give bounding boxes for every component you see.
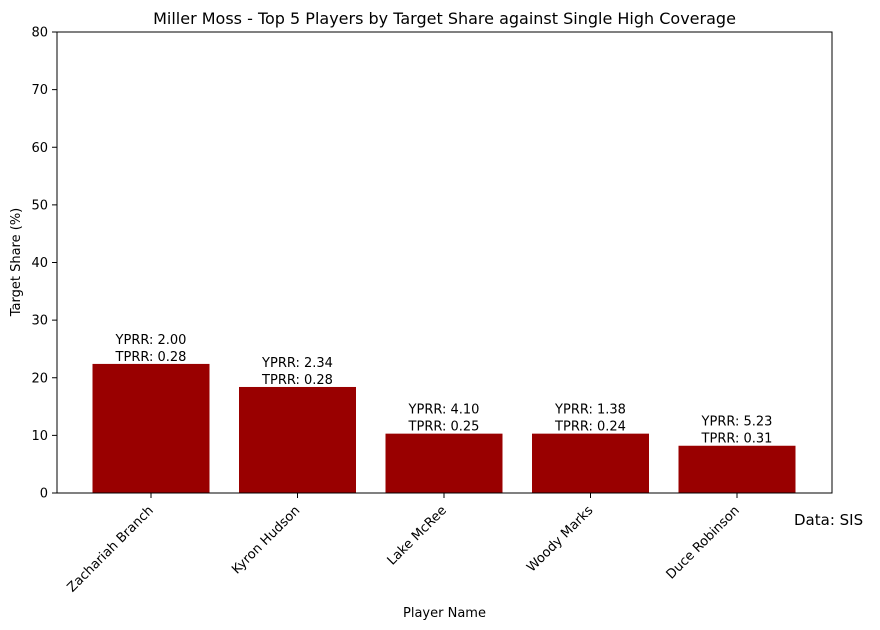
x-tick-label: Lake McRee [385, 503, 450, 568]
bar-yprr-label: YPRR: 1.38 [554, 403, 626, 418]
bar-yprr-label: YPRR: 4.10 [408, 403, 480, 418]
bar-tprr-label: TPRR: 0.25 [408, 420, 480, 435]
x-axis-label: Player Name [403, 606, 486, 621]
y-tick-label: 60 [31, 141, 48, 156]
x-axis-ticks: Zachariah Branch Kyron Hudson Lake McRee Wo… [65, 493, 743, 595]
plot-frame [56, 31, 833, 494]
bar [239, 386, 356, 493]
data-source-credit: Data: SIS [794, 511, 863, 529]
y-tick-label: 0 [40, 487, 48, 502]
x-tick-label: Kyron Hudson [229, 503, 303, 577]
y-tick-label: 10 [31, 429, 48, 444]
bar-tprr-label: TPRR: 0.24 [554, 420, 626, 435]
bar [385, 433, 503, 493]
y-tick-label: 70 [31, 83, 48, 98]
y-tick-label: 50 [31, 198, 48, 213]
y-tick-label: 80 [31, 26, 48, 41]
bar-tprr-label: TPRR: 0.28 [261, 373, 333, 388]
y-tick-label: 30 [31, 314, 48, 329]
y-tick-label: 20 [31, 371, 48, 386]
bar-yprr-label: YPRR: 2.00 [115, 333, 187, 348]
chart-title: Miller Moss - Top 5 Players by Target Sh… [153, 9, 736, 28]
bar [92, 363, 210, 493]
bar [678, 445, 796, 493]
x-tick-label: Zachariah Branch [65, 503, 157, 595]
x-tick-label: Woody Marks [524, 503, 596, 575]
y-tick-label: 40 [31, 256, 48, 271]
x-tick-label: Duce Robinson [664, 503, 743, 582]
bar-labels-group: YPRR: 2.00 TPRR: 0.28 YPRR: 2.34 TPRR: 0.28… [115, 333, 773, 447]
bar [532, 433, 649, 493]
y-axis-label: Target Share (%) [9, 208, 24, 318]
bar-tprr-label: TPRR: 0.28 [115, 350, 187, 365]
bar-yprr-label: YPRR: 2.34 [261, 356, 333, 371]
bar-yprr-label: YPRR: 5.23 [701, 415, 773, 430]
bars-group [92, 363, 796, 493]
y-axis-ticks: 0 10 20 30 40 50 60 70 80 [31, 26, 57, 502]
bar-tprr-label: TPRR: 0.31 [701, 432, 773, 447]
